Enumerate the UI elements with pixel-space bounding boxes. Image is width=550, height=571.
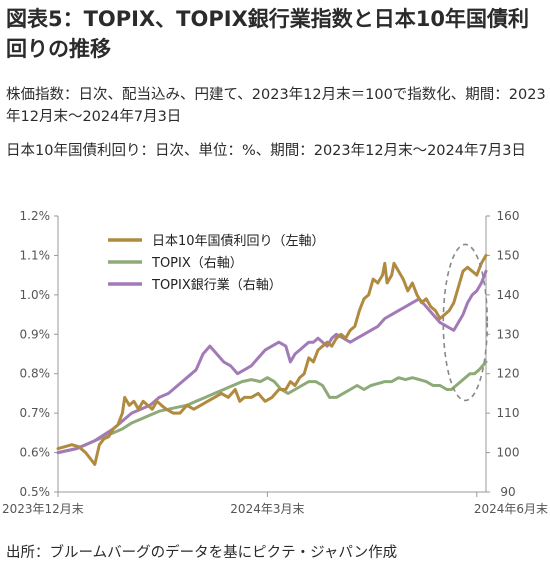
right-axis-tick-label: 120 [497, 367, 520, 381]
right-axis-tick-label: 160 [497, 209, 520, 223]
chart-description-stock-indices: 株価指数：日次、配当込み、円建て、2023年12月末＝100で指数化、期間：20… [6, 87, 546, 125]
chart-description-jgb-yield: 日本10年国債利回り：日次、単位：%、期間：2023年12月末～2024年7月3… [6, 143, 526, 159]
legend-label: TOPIX（右軸） [151, 256, 243, 271]
left-axis-tick-label: 1.1% [20, 248, 51, 262]
legend-label: TOPIX銀行業（右軸） [151, 277, 282, 293]
legend-label: 日本10年国債利回り（左軸） [152, 234, 325, 249]
chart-title: 図表5：TOPIX、TOPIX銀行業指数と日本10年国債利回りの推移 [6, 7, 529, 61]
left-axis-tick-label: 0.6% [20, 446, 51, 460]
left-axis-tick-label: 0.5% [20, 485, 51, 499]
left-axis-tick-label: 1.0% [20, 288, 51, 302]
right-axis-tick-label: 140 [497, 288, 520, 302]
right-axis-tick-label: 100 [497, 446, 520, 460]
right-axis-tick-label: 90 [500, 485, 515, 499]
x-axis-tick-label: 2023年12月末 [2, 502, 84, 516]
right-axis-tick-label: 150 [497, 248, 520, 262]
jgb-yield-series-line [56, 253, 488, 466]
highlight-ellipse [442, 243, 489, 402]
left-axis-tick-label: 0.7% [20, 406, 51, 420]
line-chart: 0.5% 0.6% 0.7% 0.8% 0.9% 1.0% 1.1% 1.2% 90 100 110… [2, 209, 548, 516]
left-axis-tick-label: 0.9% [20, 327, 51, 341]
topix-series-line [56, 360, 488, 455]
topix-bank-series-line [56, 269, 488, 455]
right-axis-tick-label: 110 [497, 406, 520, 420]
x-axis-tick-label: 2024年6月末 [474, 502, 548, 516]
left-axis-tick-label: 0.8% [20, 367, 51, 381]
left-axis-tick-label: 1.2% [20, 209, 51, 223]
right-axis-tick-label: 130 [497, 327, 520, 341]
x-axis-tick-label: 2024年3月末 [230, 502, 304, 516]
source-note: 出所：ブルームバーグのデータを基にピクテ・ジャパン作成 [6, 545, 398, 561]
